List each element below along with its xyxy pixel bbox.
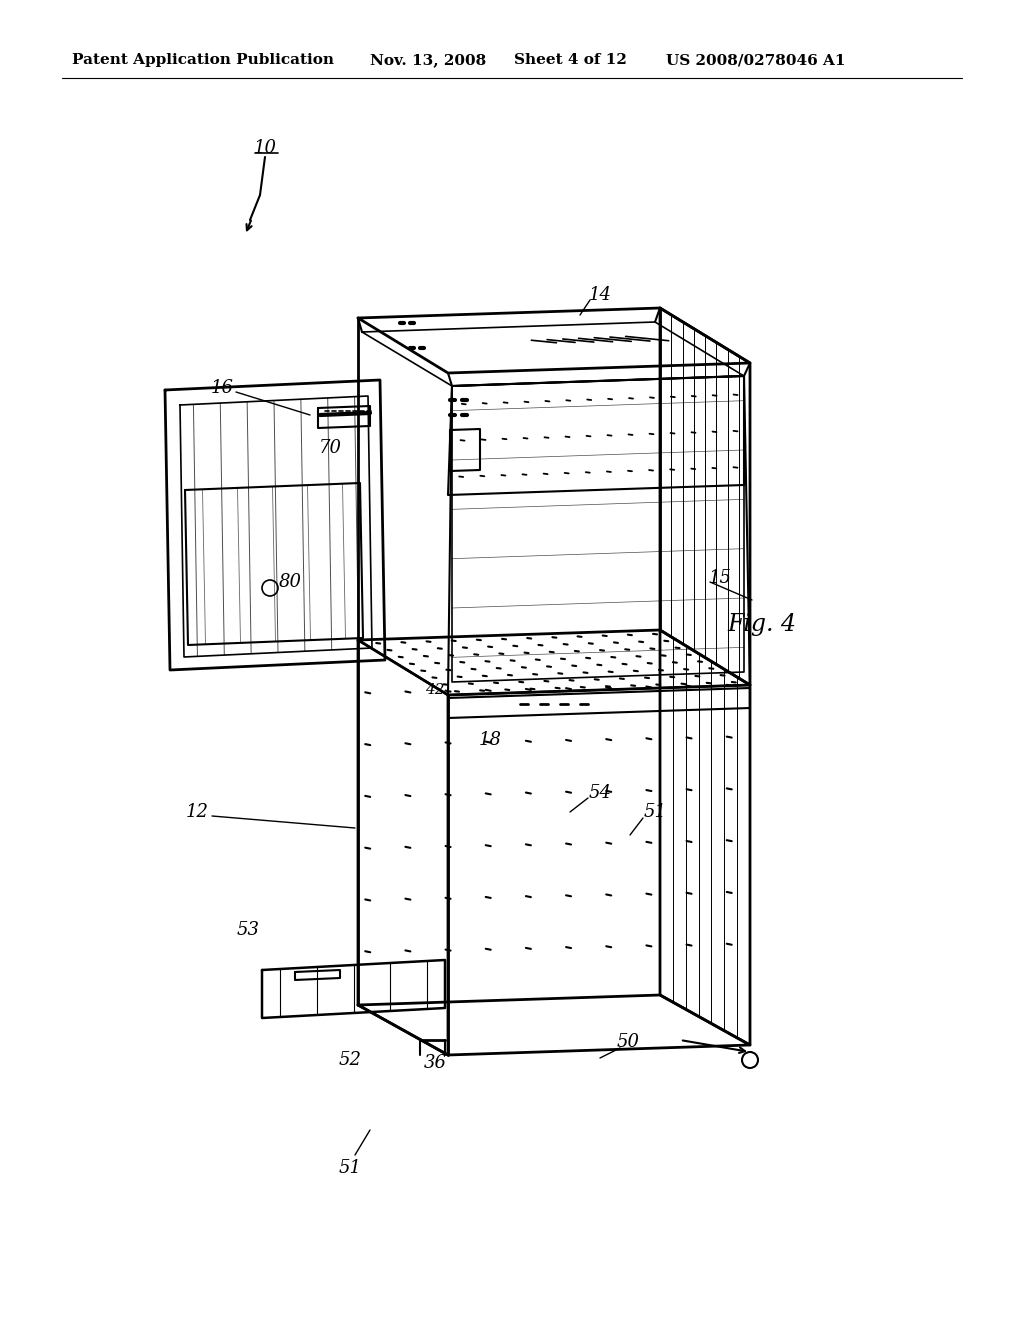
- Text: 53: 53: [237, 921, 259, 939]
- Text: 80: 80: [279, 573, 301, 591]
- Text: Sheet 4 of 12: Sheet 4 of 12: [514, 53, 627, 67]
- Text: 50: 50: [616, 1034, 640, 1051]
- Text: 42: 42: [425, 682, 444, 697]
- Text: 52: 52: [339, 1051, 361, 1069]
- Text: 51: 51: [339, 1159, 361, 1177]
- Text: 14: 14: [589, 286, 611, 304]
- Text: US 2008/0278046 A1: US 2008/0278046 A1: [666, 53, 846, 67]
- Text: 12: 12: [185, 803, 209, 821]
- Text: 36: 36: [424, 1053, 446, 1072]
- Text: 54: 54: [589, 784, 611, 803]
- Text: 16: 16: [211, 379, 233, 397]
- Text: 10: 10: [254, 139, 276, 157]
- Text: 15: 15: [709, 569, 731, 587]
- Text: 70: 70: [318, 440, 341, 457]
- Text: 51: 51: [643, 803, 667, 821]
- Text: Nov. 13, 2008: Nov. 13, 2008: [370, 53, 486, 67]
- Text: 18: 18: [478, 731, 502, 748]
- Text: Patent Application Publication: Patent Application Publication: [72, 53, 334, 67]
- Text: Fig. 4: Fig. 4: [727, 614, 797, 636]
